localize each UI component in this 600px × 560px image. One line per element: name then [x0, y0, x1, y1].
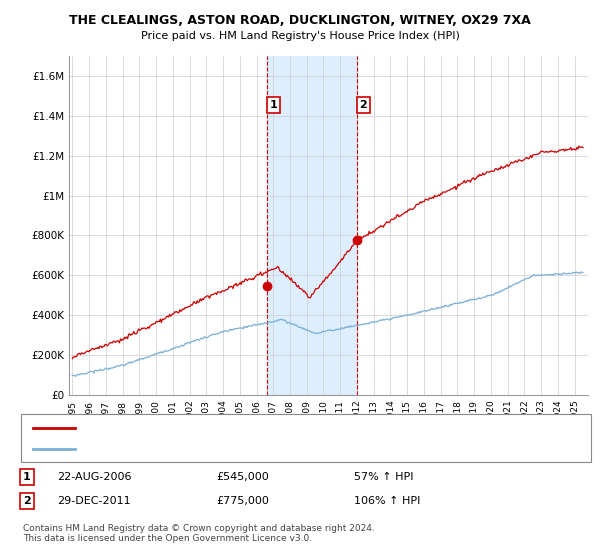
Text: Price paid vs. HM Land Registry's House Price Index (HPI): Price paid vs. HM Land Registry's House … — [140, 31, 460, 41]
Text: THE CLEALINGS, ASTON ROAD, DUCKLINGTON, WITNEY, OX29 7XA (detached house): THE CLEALINGS, ASTON ROAD, DUCKLINGTON, … — [84, 423, 499, 433]
Text: 22-AUG-2006: 22-AUG-2006 — [57, 472, 131, 482]
Text: 1: 1 — [23, 472, 31, 482]
Text: 2: 2 — [359, 100, 367, 110]
Text: HPI: Average price, detached house, West Oxfordshire: HPI: Average price, detached house, West… — [84, 444, 349, 454]
Text: 57% ↑ HPI: 57% ↑ HPI — [354, 472, 413, 482]
Text: £545,000: £545,000 — [216, 472, 269, 482]
Text: 2: 2 — [23, 496, 31, 506]
Bar — [267, 56, 357, 395]
Text: 1: 1 — [269, 100, 277, 110]
Text: 29-DEC-2011: 29-DEC-2011 — [57, 496, 131, 506]
Text: THE CLEALINGS, ASTON ROAD, DUCKLINGTON, WITNEY, OX29 7XA: THE CLEALINGS, ASTON ROAD, DUCKLINGTON, … — [69, 14, 531, 27]
Text: 106% ↑ HPI: 106% ↑ HPI — [354, 496, 421, 506]
Text: Contains HM Land Registry data © Crown copyright and database right 2024.
This d: Contains HM Land Registry data © Crown c… — [23, 524, 374, 543]
Text: £775,000: £775,000 — [216, 496, 269, 506]
